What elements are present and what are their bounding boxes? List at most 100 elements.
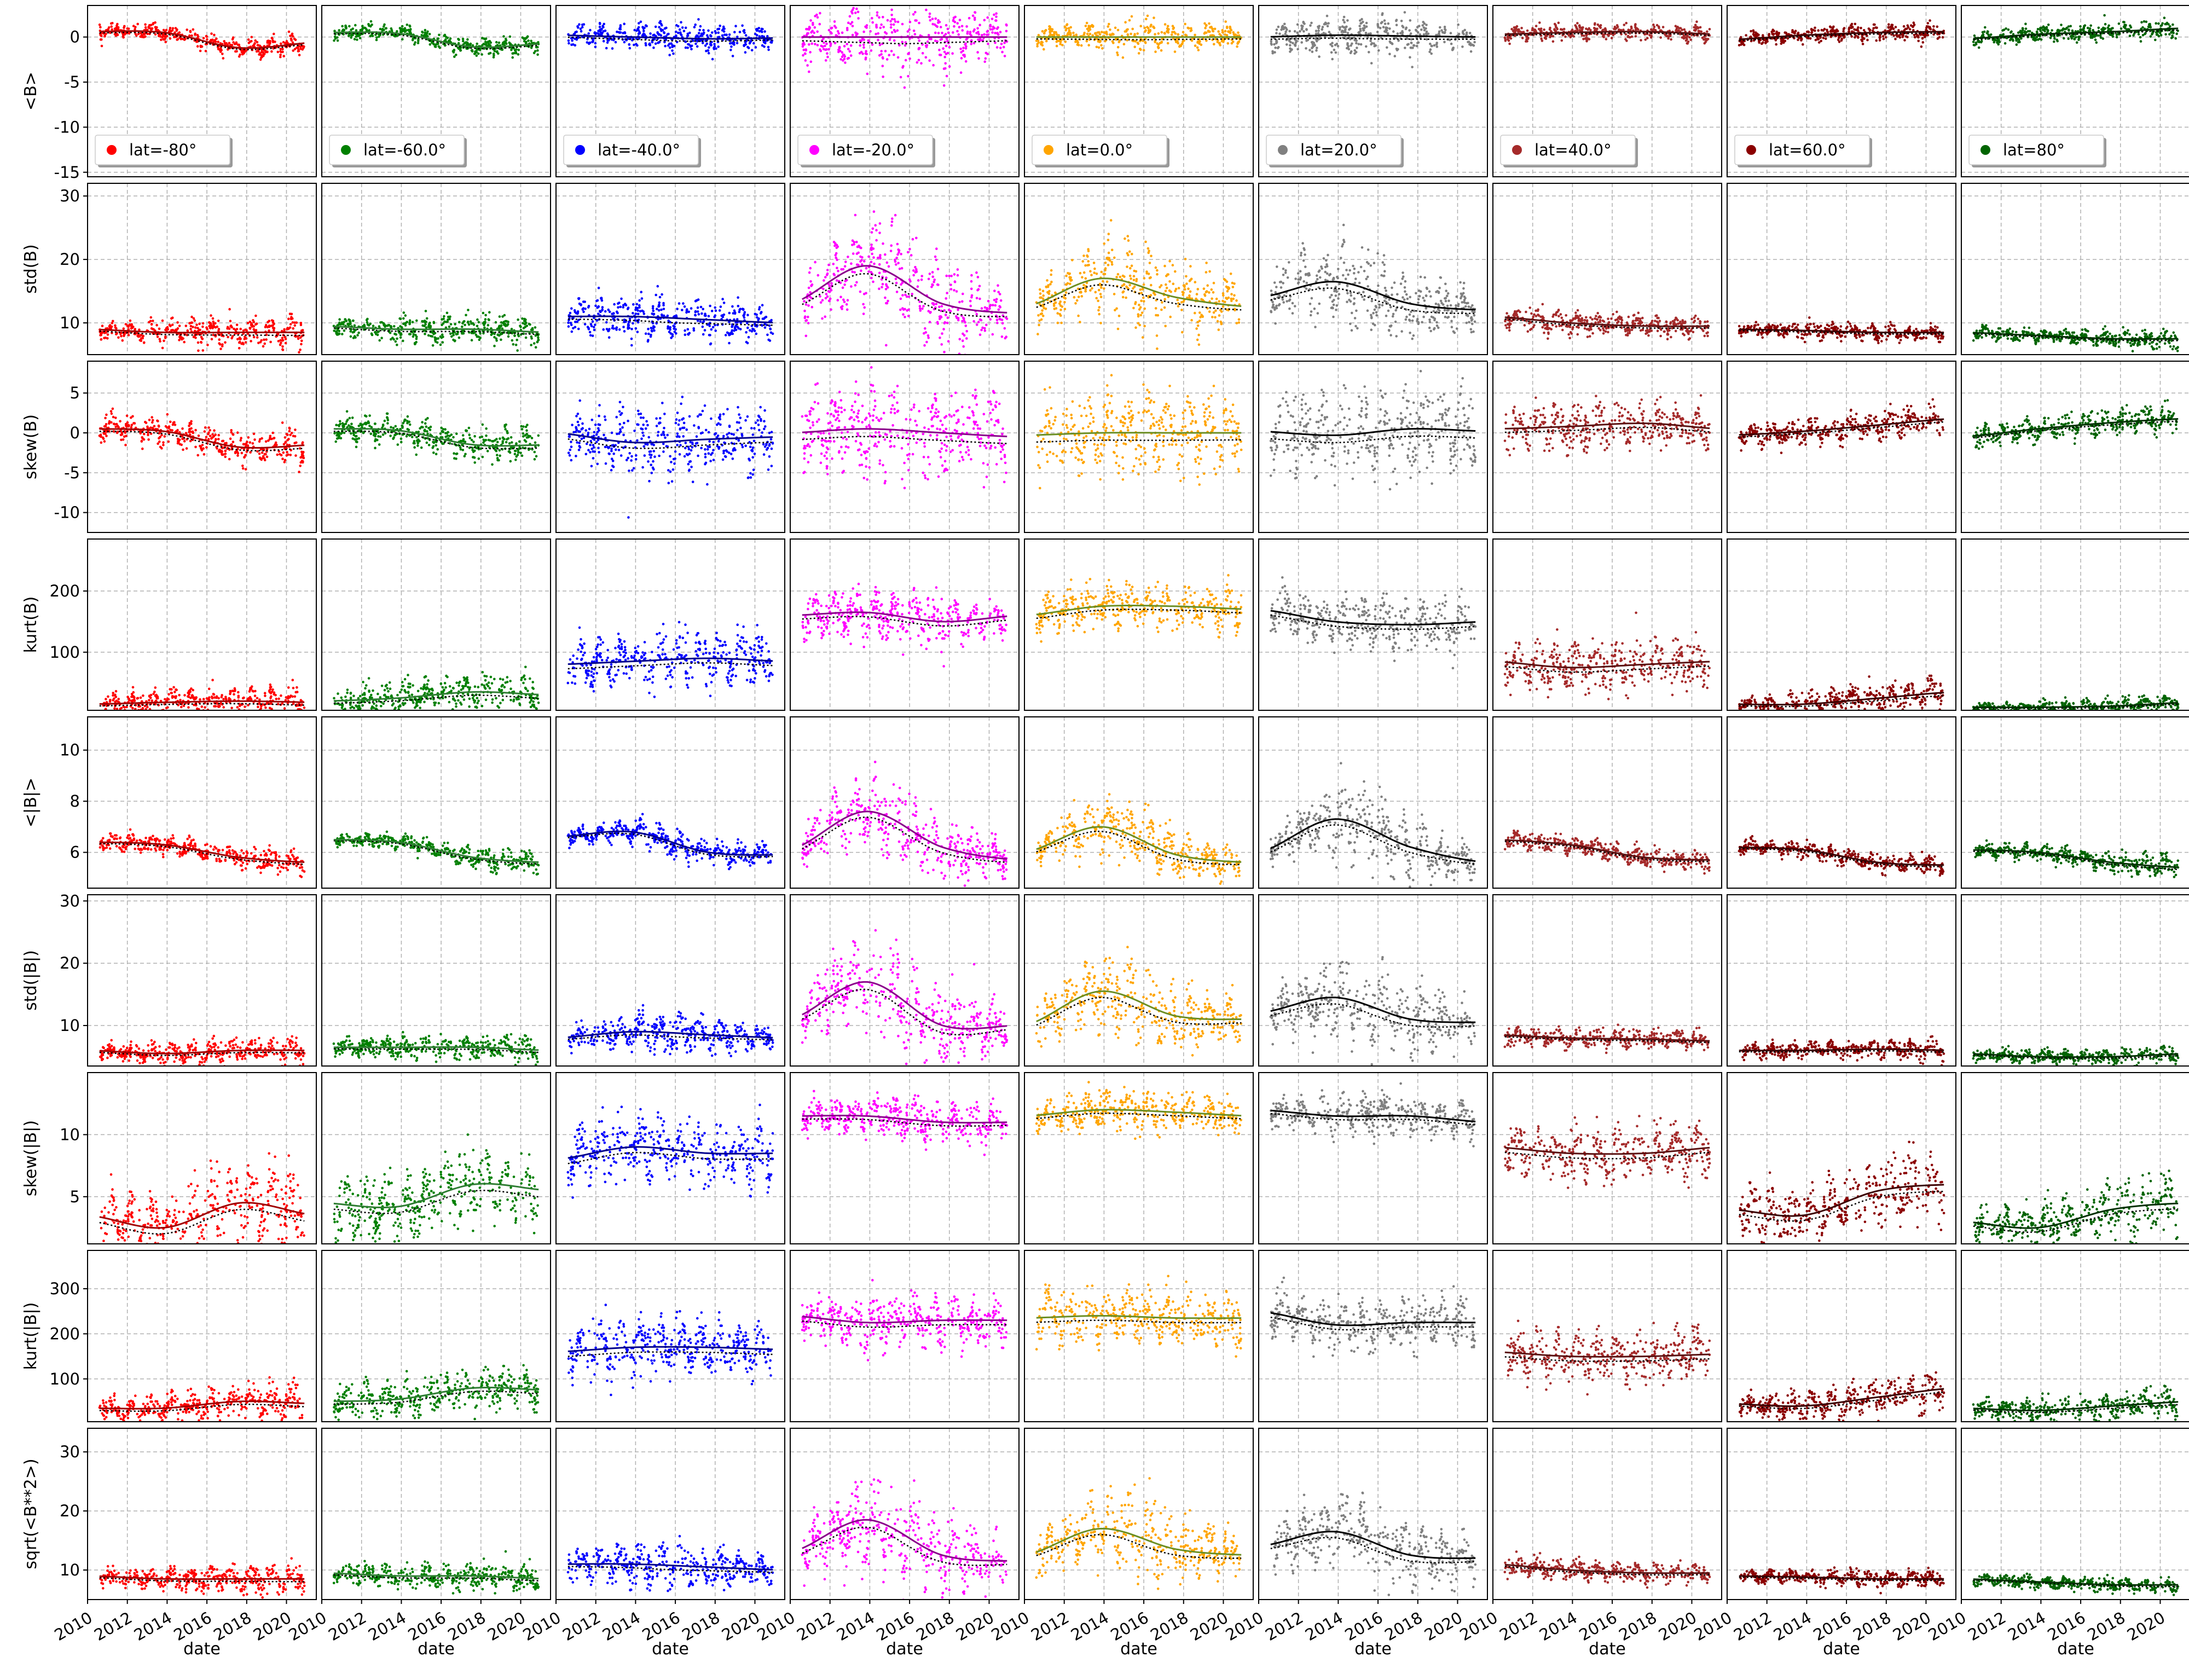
- data-point: [246, 322, 250, 325]
- data-point: [1624, 33, 1628, 36]
- data-point: [989, 28, 992, 31]
- data-point: [176, 38, 178, 41]
- data-point: [346, 322, 349, 326]
- data-point: [983, 19, 986, 22]
- data-point: [238, 347, 241, 350]
- data-point: [293, 324, 297, 327]
- data-point: [1825, 37, 1827, 40]
- data-point: [1862, 29, 1866, 32]
- data-point: [1109, 33, 1112, 37]
- data-point: [105, 32, 107, 36]
- data-point: [865, 53, 868, 55]
- data-point: [1222, 40, 1225, 43]
- data-point: [2163, 16, 2166, 19]
- data-point: [1860, 26, 1862, 30]
- data-point: [1921, 37, 1924, 40]
- data-point: [194, 33, 196, 36]
- data-point: [2060, 24, 2063, 26]
- data-point: [636, 309, 639, 312]
- data-point: [1901, 36, 1904, 38]
- legend-box: lat=60.0°: [1734, 135, 1872, 167]
- data-point: [893, 53, 895, 56]
- data-point: [2159, 34, 2163, 37]
- data-point: [1754, 31, 1757, 34]
- data-point: [970, 43, 972, 45]
- data-point: [940, 38, 943, 40]
- data-point: [369, 25, 372, 28]
- data-point: [1909, 24, 1913, 27]
- data-point: [663, 31, 666, 34]
- data-point: [333, 39, 335, 42]
- data-point: [159, 340, 161, 343]
- data-point: [1184, 22, 1186, 26]
- data-point: [446, 320, 449, 323]
- data-point: [846, 28, 849, 32]
- data-point: [196, 40, 199, 43]
- data-point: [2011, 38, 2014, 41]
- data-point: [348, 34, 351, 37]
- data-point: [449, 332, 452, 335]
- data-point: [285, 40, 288, 43]
- data-point: [650, 327, 653, 329]
- data-point: [1513, 26, 1516, 29]
- data-point: [698, 28, 701, 32]
- data-point: [1526, 29, 1529, 32]
- data-point: [1072, 31, 1075, 34]
- data-point: [1817, 41, 1821, 44]
- data-point: [2119, 27, 2123, 30]
- data-point: [1270, 43, 1273, 46]
- data-point: [229, 320, 232, 322]
- data-point: [901, 22, 904, 26]
- data-point: [767, 45, 770, 49]
- data-point: [406, 24, 409, 26]
- data-point: [945, 74, 948, 78]
- data-point: [428, 321, 431, 325]
- data-point: [833, 20, 836, 23]
- data-point: [878, 54, 881, 57]
- data-point: [977, 33, 980, 36]
- data-point: [1177, 33, 1179, 36]
- data-point: [1288, 30, 1291, 33]
- data-point: [1857, 30, 1860, 32]
- data-point: [1797, 38, 1799, 42]
- data-point: [411, 38, 414, 42]
- data-point: [1330, 51, 1333, 54]
- data-point: [219, 50, 222, 53]
- data-point: [1093, 32, 1097, 35]
- data-point: [1005, 30, 1008, 33]
- data-point: [530, 47, 533, 49]
- data-point: [1658, 26, 1660, 30]
- data-point: [1879, 34, 1881, 37]
- data-point: [399, 336, 402, 339]
- data-point: [896, 56, 900, 59]
- data-point: [383, 323, 386, 326]
- data-point: [1929, 19, 1931, 22]
- data-point: [1411, 66, 1414, 68]
- data-point: [1791, 29, 1794, 32]
- data-point: [227, 48, 229, 51]
- data-point: [1661, 26, 1665, 28]
- data-point: [1395, 19, 1398, 21]
- data-point: [851, 25, 854, 27]
- data-point: [645, 25, 648, 27]
- data-point: [525, 325, 529, 327]
- data-point: [1284, 32, 1287, 36]
- data-point: [1406, 37, 1409, 40]
- data-point: [235, 50, 238, 53]
- data-point: [889, 20, 892, 23]
- data-point: [1521, 37, 1524, 39]
- data-point: [1174, 40, 1178, 43]
- data-point: [2017, 40, 2020, 44]
- data-point: [1775, 30, 1778, 33]
- data-point: [524, 318, 527, 321]
- data-point: [827, 48, 830, 51]
- data-point: [521, 36, 524, 39]
- data-point: [1318, 55, 1321, 58]
- data-point: [115, 26, 118, 30]
- panel-r2-c3: [555, 183, 785, 355]
- data-point: [766, 35, 769, 38]
- data-point: [1355, 42, 1358, 45]
- data-point: [1410, 38, 1413, 41]
- data-point: [878, 43, 882, 47]
- data-point: [1770, 30, 1773, 33]
